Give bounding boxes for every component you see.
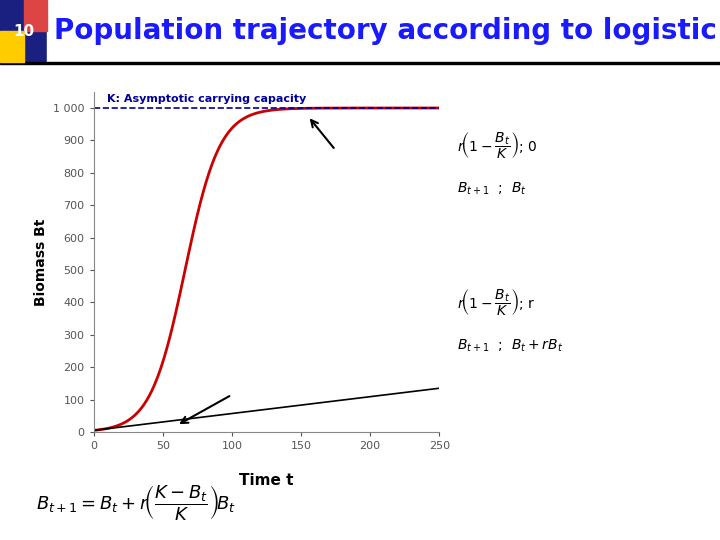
Y-axis label: Biomass Bt: Biomass Bt xyxy=(34,218,48,306)
Text: $B_{t+1}$  ;  $B_t$: $B_{t+1}$ ; $B_t$ xyxy=(457,181,527,197)
Text: $r\!\left(1-\dfrac{B_t}{K}\right)$; r: $r\!\left(1-\dfrac{B_t}{K}\right)$; r xyxy=(457,287,536,318)
Text: $B_{t+1}$  ;  $B_t + rB_t$: $B_{t+1}$ ; $B_t + rB_t$ xyxy=(457,338,564,354)
Text: Time t: Time t xyxy=(239,473,294,488)
Text: K: Asymptotic carrying capacity: K: Asymptotic carrying capacity xyxy=(107,94,307,104)
Text: $B_{t+1} = B_t + r\!\left(\dfrac{K-B_t}{K}\right)\!B_t$: $B_{t+1} = B_t + r\!\left(\dfrac{K-B_t}{… xyxy=(36,483,236,522)
Text: $r\!\left(1-\dfrac{B_t}{K}\right)$; 0: $r\!\left(1-\dfrac{B_t}{K}\right)$; 0 xyxy=(457,131,538,161)
Text: 10: 10 xyxy=(13,24,35,38)
Text: Population trajectory according to logistic model: Population trajectory according to logis… xyxy=(54,17,720,45)
